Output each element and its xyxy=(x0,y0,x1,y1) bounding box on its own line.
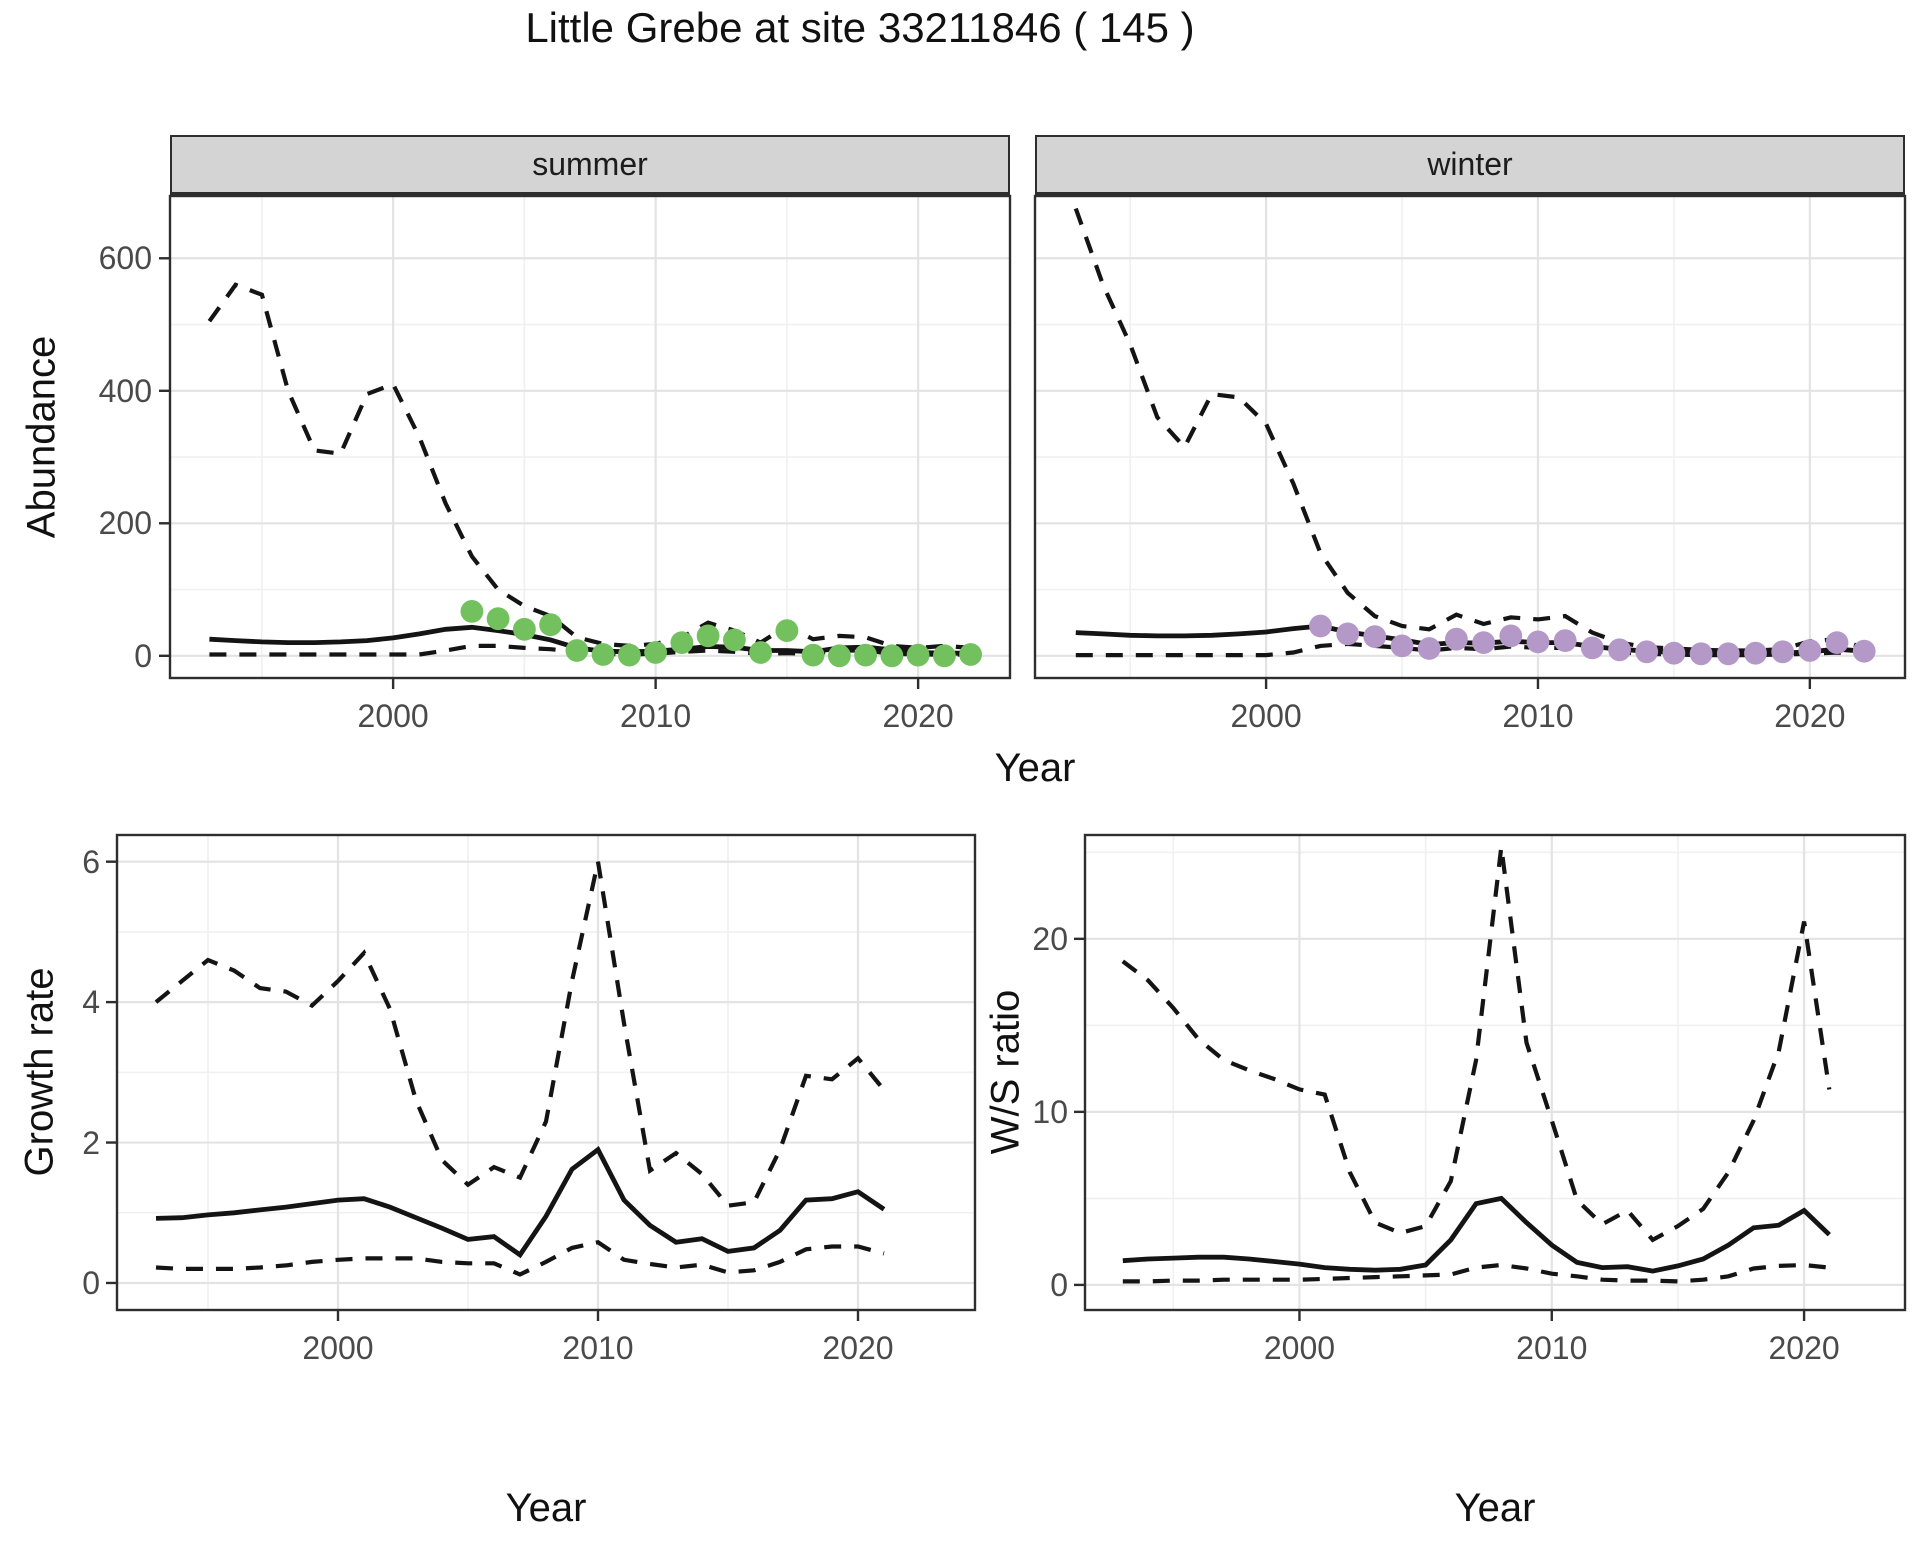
observed-point xyxy=(775,619,799,642)
observed-point xyxy=(1526,630,1550,654)
observed-point xyxy=(1662,641,1686,665)
observed-point xyxy=(723,628,746,652)
x-tick-label: 2000 xyxy=(1263,1330,1336,1366)
series-line-upper-95-ci xyxy=(207,282,971,651)
x-tick-label: 2000 xyxy=(1230,698,1302,734)
observed-point xyxy=(828,644,851,668)
x-axis-title-year-bottom-right: Year xyxy=(1454,1486,1536,1530)
facet-strip-summer: summer xyxy=(170,135,1010,196)
facet-strip-winter-label: winter xyxy=(1427,146,1513,182)
x-tick-label: 2020 xyxy=(822,1330,894,1366)
observed-point xyxy=(1499,624,1523,648)
y-axis-title-ws-ratio: W/S ratio xyxy=(983,989,1028,1155)
x-tick-label: 2010 xyxy=(562,1330,634,1366)
y-tick-label: 10 xyxy=(1032,1093,1068,1130)
observed-point xyxy=(1363,625,1387,648)
panel-border xyxy=(1083,833,1907,1312)
y-tick-label: 600 xyxy=(98,240,152,277)
observed-point xyxy=(513,617,536,641)
observed-point xyxy=(854,643,877,667)
series-line-upper-95-ci xyxy=(1073,207,1865,653)
y-tick-label: 0 xyxy=(134,637,152,674)
observed-point xyxy=(1825,631,1849,654)
panel-border xyxy=(1033,194,1907,680)
observed-point xyxy=(618,643,641,667)
x-tick-label: 2020 xyxy=(1768,1330,1840,1366)
observed-point xyxy=(933,644,956,668)
observed-point xyxy=(486,607,510,631)
observed-point xyxy=(1744,641,1767,665)
observed-point xyxy=(460,600,484,623)
observed-point xyxy=(1798,639,1822,662)
observed-point xyxy=(1716,642,1740,666)
facet-strip-winter: winter xyxy=(1035,135,1905,196)
y-axis-title-abundance: Abundance xyxy=(19,335,64,539)
observed-point xyxy=(801,643,825,667)
chart-title: Little Grebe at site 33211846 ( 145 ) xyxy=(525,4,1195,51)
panel-border xyxy=(115,833,977,1312)
observed-point xyxy=(670,631,694,654)
series-line-lower-95-ci xyxy=(155,1239,885,1277)
observed-point xyxy=(1852,639,1876,663)
x-axis-title-year-bottom-left: Year xyxy=(505,1486,587,1530)
series-line-lower-95-ci xyxy=(1075,641,1865,658)
series-line-upper-95-ci xyxy=(1121,846,1832,1243)
y-tick-label: 4 xyxy=(82,984,100,1021)
observed-point xyxy=(1472,631,1495,654)
observed-point xyxy=(959,643,982,666)
y-tick-label: 2 xyxy=(82,1124,100,1161)
observed-point xyxy=(1608,638,1631,662)
observed-point xyxy=(880,644,904,668)
observed-point xyxy=(1309,614,1332,638)
y-axis-title-growth-rate: Growth rate xyxy=(17,967,62,1177)
y-tick-label: 6 xyxy=(82,843,100,880)
observed-point xyxy=(1417,637,1441,660)
observed-point xyxy=(1553,629,1577,652)
observed-point xyxy=(1635,640,1659,664)
observed-point xyxy=(1336,622,1360,646)
observed-point xyxy=(696,624,720,648)
observed-point xyxy=(1771,640,1795,664)
y-tick-label: 200 xyxy=(98,505,152,542)
y-tick-label: 20 xyxy=(1032,920,1068,957)
panel-border xyxy=(168,194,1012,680)
x-tick-label: 2000 xyxy=(302,1330,374,1366)
observed-point xyxy=(1580,636,1604,660)
facet-strip-summer-label: summer xyxy=(532,146,648,182)
observed-point xyxy=(749,641,772,664)
x-axis-title-year-top: Year xyxy=(994,746,1076,790)
observed-point xyxy=(1689,642,1713,666)
y-tick-label: 0 xyxy=(82,1264,100,1301)
observed-point xyxy=(644,641,667,664)
x-tick-label: 2010 xyxy=(620,698,692,734)
y-tick-label: 400 xyxy=(98,372,152,409)
observed-point xyxy=(906,643,930,667)
series-line-upper-95-ci xyxy=(154,861,886,1208)
series-line-median-fit xyxy=(1122,1195,1831,1274)
observed-point xyxy=(539,613,562,637)
observed-point xyxy=(1390,634,1414,658)
observed-point xyxy=(565,639,589,662)
y-tick-label: 0 xyxy=(1050,1266,1068,1303)
observed-point xyxy=(1445,627,1468,651)
x-tick-label: 2020 xyxy=(882,698,954,734)
x-tick-label: 2020 xyxy=(1774,698,1846,734)
x-tick-label: 2010 xyxy=(1516,1330,1588,1366)
observed-point xyxy=(591,643,615,666)
x-tick-label: 2010 xyxy=(1502,698,1574,734)
x-tick-label: 2000 xyxy=(357,698,429,734)
series-line-median-fit xyxy=(155,1145,886,1259)
